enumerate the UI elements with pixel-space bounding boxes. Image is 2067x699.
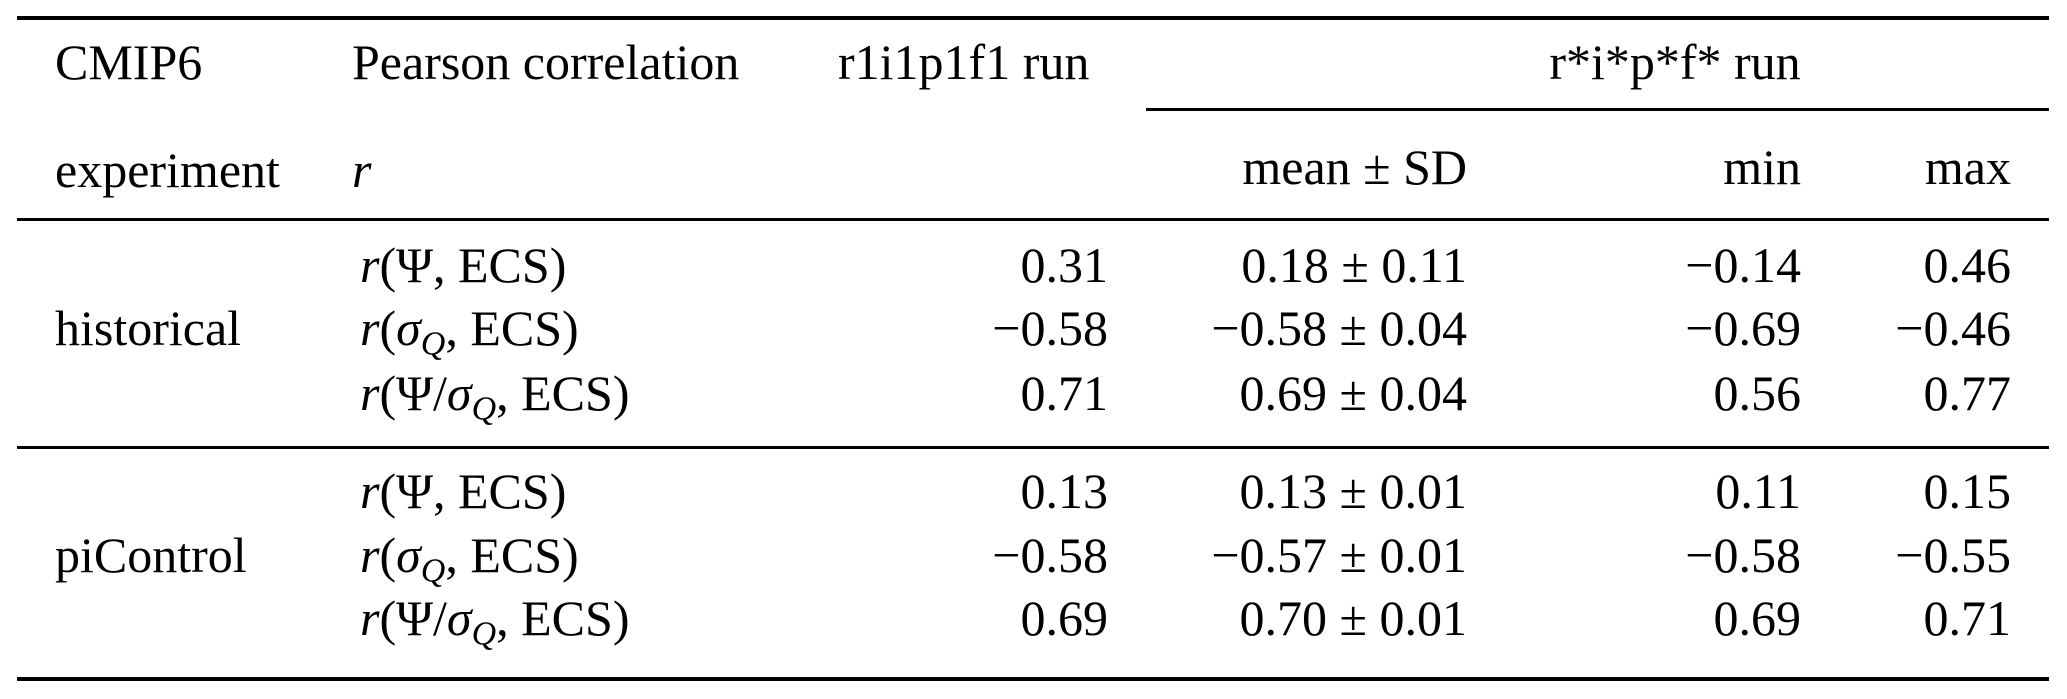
formula-sigma-italic: σ (396, 300, 421, 356)
formula-r-italic: r (360, 527, 380, 583)
formula-upright-tail: , ECS) (496, 365, 630, 421)
value-mean-sd: 0.18 ± 0.11 (1241, 237, 1467, 293)
formula-sigma-italic: σ (446, 590, 472, 646)
formula-r-italic: r (360, 300, 380, 356)
formula-subscript: Q (420, 552, 446, 590)
bottom-rule (17, 677, 2049, 681)
formula-sigma-italic: σ (446, 365, 472, 421)
value-max: −0.46 (1895, 300, 2011, 356)
experiment-label-picontrol: piControl (55, 527, 247, 583)
formula-upright: (Ψ/ (379, 590, 447, 646)
top-rule (17, 16, 2049, 20)
value-r1i1p1f1: 0.13 (1020, 463, 1109, 519)
formula-upright: (Ψ, ECS) (379, 237, 567, 293)
value-max: 0.46 (1923, 237, 2012, 293)
value-r1i1p1f1: 0.71 (1020, 365, 1109, 421)
value-min: −0.58 (1685, 527, 1801, 583)
formula-subscript: Q (420, 325, 446, 363)
value-r1i1p1f1: −0.58 (992, 527, 1108, 583)
header-bottom-rule (17, 218, 2049, 221)
value-r1i1p1f1: −0.58 (992, 300, 1108, 356)
formula-psi-over-sigmaq-ecs: r(Ψ/σQ, ECS) (360, 361, 840, 428)
value-max: −0.55 (1895, 527, 2011, 583)
ripf-group-rule (1146, 108, 2049, 111)
value-min: −0.69 (1685, 300, 1801, 356)
formula-psi-ecs: r(Ψ, ECS) (360, 233, 840, 297)
formula-sigmaq-ecs: r(σQ, ECS) (360, 523, 840, 590)
formula-psi-over-sigmaq-ecs: r(Ψ/σQ, ECS) (360, 586, 840, 653)
formula-upright-tail: , ECS) (496, 590, 630, 646)
formula-upright-tail: , ECS) (445, 527, 579, 583)
formula-sigma-italic: σ (396, 527, 421, 583)
formula-subscript: Q (471, 390, 497, 428)
formula-r-italic: r (360, 590, 380, 646)
formula-r-italic: r (360, 365, 380, 421)
value-min: 0.56 (1713, 365, 1802, 421)
formula-upright: ( (379, 527, 397, 583)
header-max: max (1924, 139, 2011, 195)
formula-upright: ( (379, 300, 397, 356)
value-mean-sd: 0.13 ± 0.01 (1239, 463, 1467, 519)
header-r1i1p1f1-run: r1i1p1f1 run (838, 34, 1090, 90)
header-min: min (1723, 139, 1801, 195)
value-max: 0.15 (1923, 463, 2012, 519)
formula-upright: (Ψ, ECS) (379, 463, 567, 519)
value-r1i1p1f1: 0.69 (1020, 590, 1109, 646)
value-min: −0.14 (1685, 237, 1801, 293)
section-divider-rule (17, 446, 2049, 449)
value-max: 0.71 (1923, 590, 2012, 646)
value-min: 0.11 (1715, 463, 1801, 519)
header-experiment-line1: CMIP6 (55, 34, 203, 90)
formula-subscript: Q (471, 615, 497, 653)
header-experiment-line2: experiment (55, 142, 280, 198)
value-min: 0.69 (1713, 590, 1802, 646)
value-r1i1p1f1: 0.31 (1020, 237, 1109, 293)
formula-upright-tail: , ECS) (445, 300, 579, 356)
formula-r-italic: r (360, 237, 380, 293)
header-correlation-line1: Pearson correlation (352, 34, 740, 90)
value-mean-sd: −0.57 ± 0.01 (1211, 527, 1467, 583)
header-mean-sd: mean ± SD (1242, 139, 1467, 195)
formula-psi-ecs: r(Ψ, ECS) (360, 459, 840, 523)
header-ripf-run-group: r*i*p*f* run (1549, 34, 1801, 90)
value-max: 0.77 (1923, 365, 2012, 421)
formula-sigmaq-ecs: r(σQ, ECS) (360, 296, 840, 363)
formula-r-italic: r (360, 463, 380, 519)
formula-upright: (Ψ/ (379, 365, 447, 421)
header-correlation-r: r (352, 142, 372, 198)
value-mean-sd: 0.69 ± 0.04 (1239, 365, 1467, 421)
value-mean-sd: −0.58 ± 0.04 (1211, 300, 1467, 356)
experiment-label-historical: historical (55, 300, 242, 356)
value-mean-sd: 0.70 ± 0.01 (1239, 590, 1467, 646)
